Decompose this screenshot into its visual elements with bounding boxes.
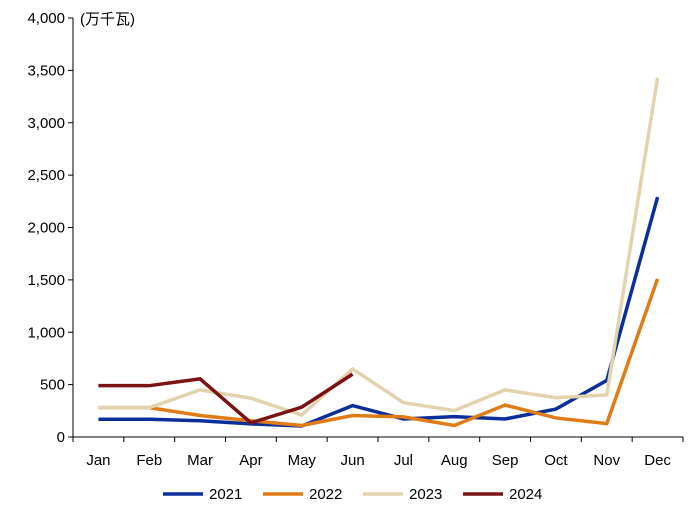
legend: 2021 2022 2023 2024 [163,486,542,503]
y-tick-label: 3,500 [27,62,65,79]
y-tick-label: 1,500 [27,272,65,289]
y-tick-label: 0 [57,429,65,446]
y-tick-label: 1,000 [27,324,65,341]
x-tick-label: Dec [644,452,671,469]
x-tick-label: Mar [187,452,213,469]
series-lines [98,77,660,428]
axes: 0 500 1,000 1,500 2,000 2,500 3,000 3,500 4,000 J… [27,10,684,469]
x-tick-label: Nov [593,452,620,469]
legend-label: 2024 [509,486,542,503]
x-tick-label: Aug [441,452,468,469]
x-tick-label: Jun [340,452,364,469]
y-axis-unit-label: (万千瓦) [80,11,135,28]
y-tick-label: 2,500 [27,167,65,184]
x-tick-label: Feb [136,452,162,469]
series-line-2021 [98,196,660,428]
legend-label: 2022 [309,486,342,503]
x-tick-label: Oct [544,452,568,469]
x-tick-label: Jul [394,452,413,469]
series-line-2024 [98,372,354,425]
x-tick-label: May [288,452,317,469]
legend-label: 2023 [409,486,442,503]
y-tick-label: 4,000 [27,10,65,27]
series-line-2023 [98,77,660,417]
x-tick-label: Sep [492,452,519,469]
legend-label: 2021 [209,486,242,503]
x-tick-label: Apr [239,452,262,469]
y-tick-label: 2,000 [27,220,65,237]
series-line-2022 [98,278,660,428]
y-tick-label: 3,000 [27,115,65,132]
y-tick-label: 500 [40,377,65,394]
x-tick-label: Jan [86,452,110,469]
